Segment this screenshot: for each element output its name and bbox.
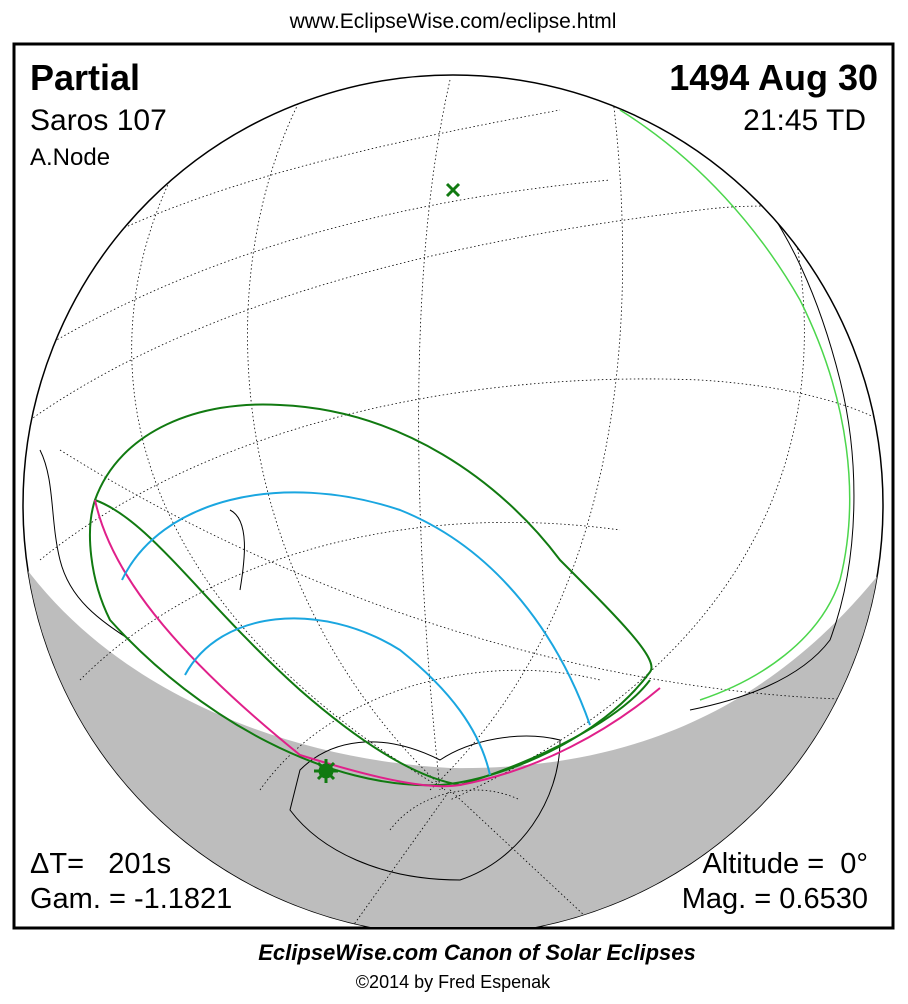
magnitude-curve [121, 491, 591, 726]
date: 1494 Aug 30 [669, 57, 878, 98]
time: 21:45 TD [743, 104, 866, 137]
footer-title: EclipseWise.com Canon of Solar Eclipses [258, 940, 696, 965]
penumbra-limit [89, 403, 653, 787]
globe [22, 74, 884, 927]
sunrise-sunset-curve [94, 499, 661, 788]
magnitude-curve [184, 617, 491, 776]
max-eclipse-curve [94, 499, 651, 787]
greatest-eclipse-marker [445, 182, 461, 198]
country-borders [619, 109, 851, 701]
altitude: Altitude = 0° [702, 848, 868, 880]
sun-marker [314, 759, 338, 783]
delta-t: ΔT= 201s [30, 848, 171, 880]
night-shade [23, 560, 883, 927]
saros: Saros 107 [30, 104, 167, 137]
copyright: ©2014 by Fred Espenak [356, 972, 551, 992]
magnitude: Mag. = 0.6530 [682, 883, 868, 915]
node: A.Node [30, 144, 110, 171]
gamma: Gam. = -1.1821 [30, 883, 232, 915]
globe-group [22, 74, 884, 927]
eclipse-type: Partial [30, 57, 140, 98]
url: www.EclipseWise.com/eclipse.html [289, 10, 617, 33]
